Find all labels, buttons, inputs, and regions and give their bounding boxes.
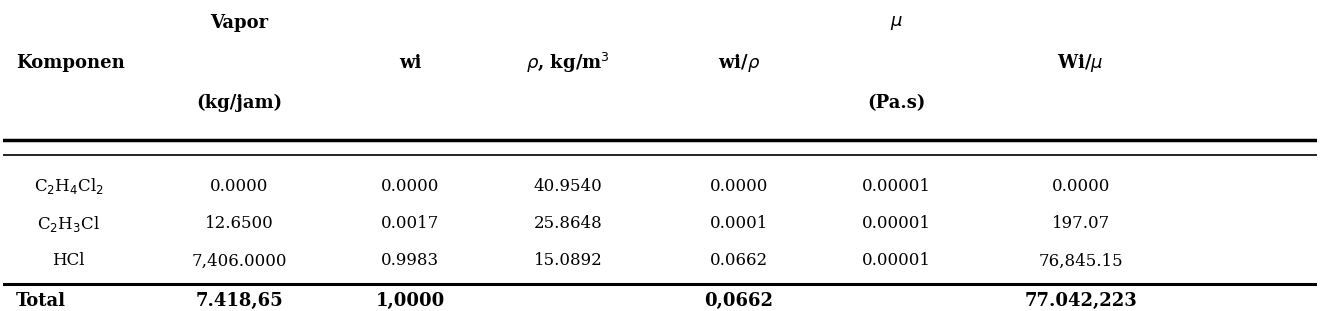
Text: Komponen: Komponen (16, 54, 124, 72)
Text: wi/$\rho$: wi/$\rho$ (718, 52, 760, 74)
Text: 77.042,223: 77.042,223 (1024, 292, 1137, 310)
Text: 0.0001: 0.0001 (710, 215, 768, 232)
Text: 0.00001: 0.00001 (862, 253, 931, 269)
Text: 7,406.0000: 7,406.0000 (191, 253, 288, 269)
Text: 1,0000: 1,0000 (376, 292, 445, 310)
Text: (kg/jam): (kg/jam) (197, 94, 282, 112)
Text: 0.0000: 0.0000 (210, 178, 268, 195)
Text: (Pa.s): (Pa.s) (867, 94, 925, 112)
Text: C$_2$H$_3$Cl: C$_2$H$_3$Cl (37, 214, 100, 234)
Text: 0.0000: 0.0000 (710, 178, 768, 195)
Text: Wi/$\mu$: Wi/$\mu$ (1057, 52, 1104, 74)
Text: 76,845.15: 76,845.15 (1039, 253, 1123, 269)
Text: 0.0017: 0.0017 (381, 215, 440, 232)
Text: 7.418,65: 7.418,65 (195, 292, 284, 310)
Text: wi: wi (399, 54, 421, 72)
Text: 0.0000: 0.0000 (1052, 178, 1110, 195)
Text: 0.00001: 0.00001 (862, 215, 931, 232)
Text: 25.8648: 25.8648 (533, 215, 602, 232)
Text: Vapor: Vapor (210, 14, 268, 32)
Text: 0,0662: 0,0662 (705, 292, 774, 310)
Text: 0.9983: 0.9983 (381, 253, 440, 269)
Text: $\rho$, kg/m$^3$: $\rho$, kg/m$^3$ (527, 51, 610, 75)
Text: C$_2$H$_4$Cl$_2$: C$_2$H$_4$Cl$_2$ (33, 176, 103, 196)
Text: 15.0892: 15.0892 (533, 253, 602, 269)
Text: Total: Total (16, 292, 66, 310)
Text: 0.0000: 0.0000 (381, 178, 440, 195)
Text: 0.0662: 0.0662 (710, 253, 768, 269)
Text: 12.6500: 12.6500 (205, 215, 273, 232)
Text: 40.9540: 40.9540 (533, 178, 602, 195)
Text: 0.00001: 0.00001 (862, 178, 931, 195)
Text: 197.07: 197.07 (1052, 215, 1110, 232)
Text: $\mu$: $\mu$ (890, 14, 903, 32)
Text: HCl: HCl (53, 253, 84, 269)
